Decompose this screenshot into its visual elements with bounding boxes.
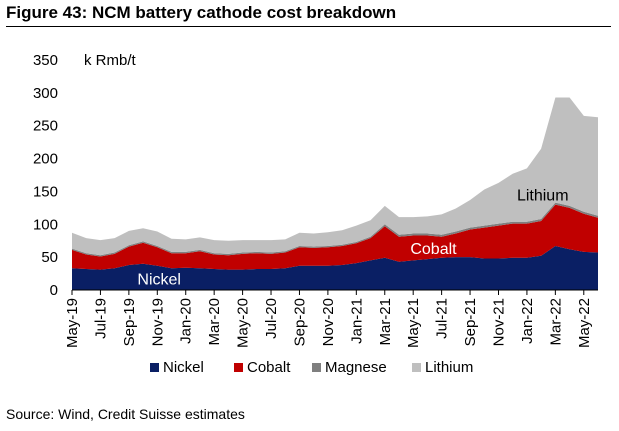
- area-labels: Nickel Cobalt Lithium: [137, 187, 568, 288]
- area-magnese: [72, 202, 598, 257]
- legend-swatch-nickel: [150, 363, 159, 372]
- unit-label: k Rmb/t: [84, 52, 137, 69]
- area-label-nickel: Nickel: [137, 271, 181, 288]
- figure-title: Figure 43: NCM battery cathode cost brea…: [6, 3, 397, 22]
- legend-swatch-cobalt: [234, 363, 243, 372]
- y-tick-label: 350: [33, 52, 58, 69]
- x-tick-label: Sep-19: [121, 298, 138, 346]
- x-tick-label: Nov-20: [320, 298, 337, 346]
- chart: 0 50 100 150 200 250 300 350 May-19 Jul-19 Sep-19…: [33, 52, 598, 376]
- x-tick-label: May-20: [235, 298, 252, 348]
- x-tick-label: Jan-22: [519, 298, 536, 344]
- x-tick-label: Sep-20: [291, 298, 308, 346]
- x-tick-label: Jul-19: [92, 298, 109, 339]
- legend-swatch-magnese: [312, 363, 321, 372]
- area-label-lithium: Lithium: [517, 187, 569, 204]
- x-tick-label: May-19: [64, 298, 81, 348]
- x-tick-label: Jul-21: [434, 298, 451, 339]
- x-axis: May-19 Jul-19 Sep-19 Nov-19 Jan-20 Mar-20 May-…: [64, 289, 598, 348]
- y-tick-label: 300: [33, 85, 58, 102]
- y-tick-label: 150: [33, 183, 58, 200]
- legend-label-cobalt: Cobalt: [247, 359, 291, 376]
- y-axis: 0 50 100 150 200 250 300 350: [33, 52, 58, 299]
- x-tick-label: Mar-22: [547, 298, 564, 346]
- chart-areas: [72, 97, 598, 290]
- x-tick-label: Mar-20: [206, 298, 223, 346]
- legend-label-lithium: Lithium: [425, 359, 473, 376]
- x-tick-label: Jul-20: [263, 298, 280, 339]
- legend: Nickel Cobalt Magnese Lithium: [150, 359, 473, 376]
- area-label-cobalt: Cobalt: [410, 241, 457, 258]
- y-tick-label: 250: [33, 118, 58, 135]
- y-tick-label: 0: [50, 282, 58, 299]
- x-tick-label: Nov-21: [490, 298, 507, 346]
- y-tick-label: 50: [41, 249, 58, 266]
- x-tick-label: Sep-21: [462, 298, 479, 346]
- y-tick-label: 100: [33, 216, 58, 233]
- x-tick-label: Mar-21: [377, 298, 394, 346]
- legend-label-magnese: Magnese: [325, 359, 387, 376]
- x-tick-label: May-22: [576, 298, 593, 348]
- title-divider: [6, 26, 611, 27]
- area-nickel: [72, 246, 598, 290]
- x-tick-label: May-21: [405, 298, 422, 348]
- legend-label-nickel: Nickel: [163, 359, 204, 376]
- x-tick-label: Jan-20: [178, 298, 195, 344]
- y-tick-label: 200: [33, 151, 58, 168]
- x-tick-label: Nov-19: [149, 298, 166, 346]
- area-lithium: [72, 97, 598, 256]
- legend-swatch-lithium: [412, 363, 421, 372]
- area-cobalt: [72, 204, 598, 270]
- source-note: Source: Wind, Credit Suisse estimates: [6, 406, 245, 422]
- x-tick-label: Jan-21: [348, 298, 365, 344]
